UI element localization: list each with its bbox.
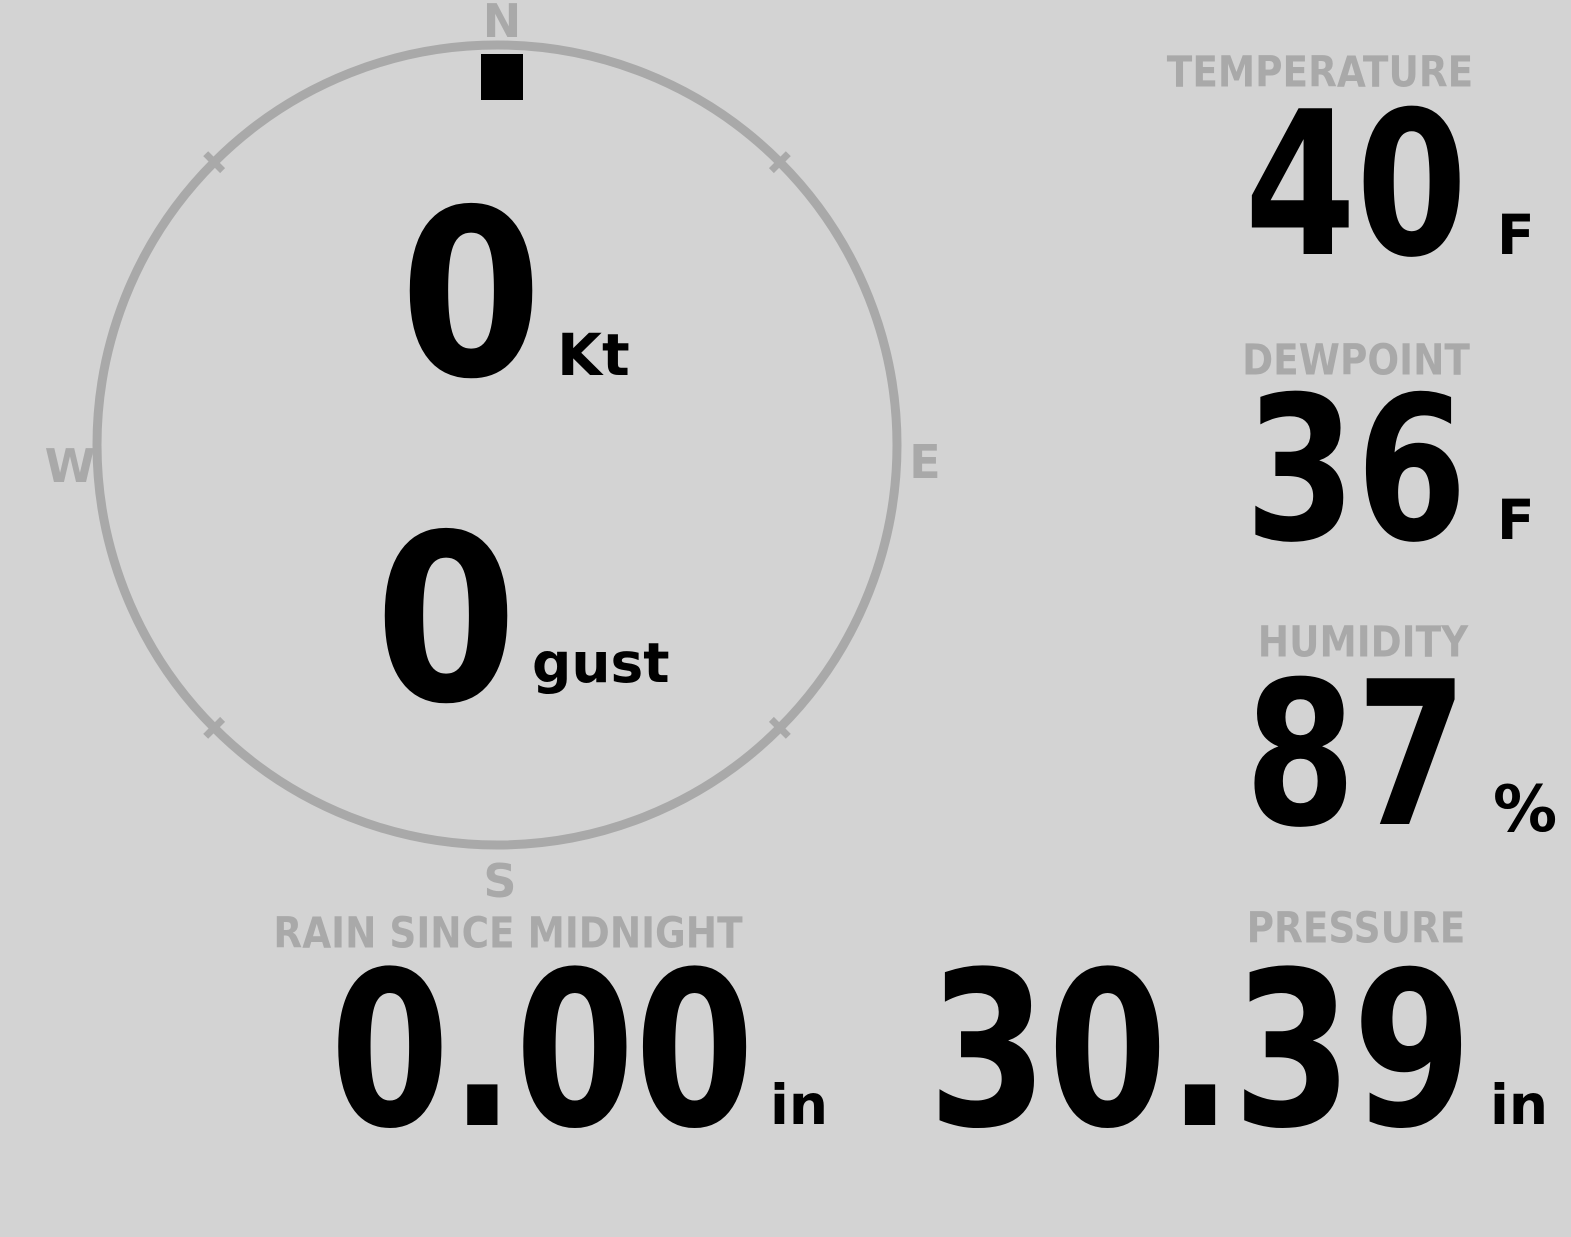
compass-ring bbox=[92, 40, 902, 850]
wind-gust-unit: gust bbox=[532, 631, 670, 695]
temperature-label: TEMPERATURE bbox=[1166, 47, 1474, 98]
pressure-value: 30.39 bbox=[927, 925, 1472, 1176]
rain-label: RAIN SINCE MIDNIGHT bbox=[273, 908, 743, 959]
rain-unit: in bbox=[770, 1073, 829, 1137]
intercardinal-ticks bbox=[203, 151, 791, 739]
humidity-value: 87 bbox=[1244, 639, 1467, 872]
tick-ne-icon bbox=[768, 151, 791, 174]
compass-label-north: N bbox=[482, 0, 522, 48]
tick-nw-icon bbox=[203, 151, 226, 174]
dewpoint-value: 36 bbox=[1244, 354, 1467, 587]
compass-label-east: E bbox=[909, 435, 941, 489]
compass-label-south: S bbox=[483, 854, 517, 908]
tick-sw-icon bbox=[203, 716, 226, 739]
temperature-value: 40 bbox=[1244, 69, 1467, 302]
dewpoint-label: DEWPOINT bbox=[1242, 335, 1470, 386]
humidity-unit: % bbox=[1493, 773, 1558, 847]
compass-label-west: W bbox=[44, 439, 96, 493]
wind-speed-unit: Kt bbox=[557, 321, 630, 389]
temperature-unit: F bbox=[1497, 203, 1535, 267]
wind-speed-value: 0 bbox=[400, 160, 543, 430]
humidity-label: HUMIDITY bbox=[1257, 617, 1469, 668]
pressure-unit: in bbox=[1490, 1073, 1549, 1137]
rain-value: 0.00 bbox=[330, 925, 755, 1176]
tick-se-icon bbox=[768, 716, 791, 739]
wind-gust-value: 0 bbox=[375, 485, 518, 755]
dewpoint-unit: F bbox=[1497, 488, 1535, 552]
pressure-label: PRESSURE bbox=[1246, 903, 1466, 954]
wind-direction-marker-icon bbox=[481, 54, 523, 100]
